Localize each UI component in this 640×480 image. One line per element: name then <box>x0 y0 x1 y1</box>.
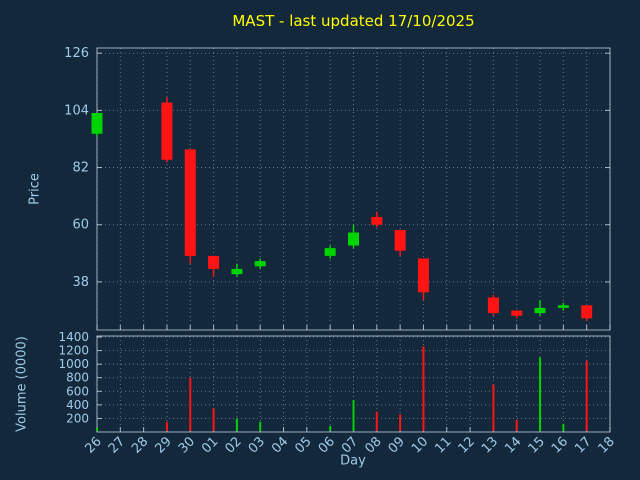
volume-tick-label: 400 <box>66 398 89 412</box>
candle-down <box>394 229 406 251</box>
x-tick-label: 09 <box>386 434 408 456</box>
price-tick-label: 60 <box>72 218 89 233</box>
candle-down <box>417 258 429 293</box>
x-tick-label: 05 <box>292 434 314 456</box>
x-tick-label: 26 <box>83 434 105 456</box>
candle-down <box>511 310 523 316</box>
price-tick-label: 38 <box>72 275 89 290</box>
price-tick-label: 104 <box>64 103 89 118</box>
x-tick-label: 12 <box>456 434 478 456</box>
x-axis-label: Day <box>340 453 366 469</box>
x-tick-label: 30 <box>176 434 198 456</box>
chart-title: MAST - last updated 17/10/2025 <box>232 12 475 30</box>
candle-up <box>91 112 103 134</box>
volume-plot-border <box>96 335 611 433</box>
x-tick-label: 27 <box>106 434 128 456</box>
x-tick-label: 10 <box>409 434 431 456</box>
candle-up <box>348 232 359 246</box>
x-tick-label: 29 <box>152 434 174 456</box>
volume-tick-label: 600 <box>66 384 89 398</box>
x-tick-label: 17 <box>572 434 594 456</box>
x-tick-label: 15 <box>526 434 548 456</box>
x-tick-label: 14 <box>502 434 524 456</box>
volume-tick-label: 1000 <box>58 357 89 371</box>
candle-up <box>557 305 569 308</box>
volume-tick-label: 1400 <box>58 330 89 344</box>
x-tick-label: 02 <box>222 434 244 456</box>
candle-down <box>184 149 196 256</box>
x-tick-label: 07 <box>339 434 361 456</box>
volume-tick-label: 200 <box>66 411 89 425</box>
x-tick-label: 04 <box>269 434 291 456</box>
x-tick-label: 11 <box>432 434 454 456</box>
candle-up <box>254 261 266 267</box>
candle-down <box>161 102 173 160</box>
candle-up <box>231 268 243 275</box>
price-tick-label: 82 <box>72 161 89 176</box>
x-tick-label: 03 <box>246 434 268 456</box>
price-tick-label: 126 <box>64 46 89 61</box>
volume-tick-label: 1200 <box>58 344 89 358</box>
x-tick-label: 16 <box>549 434 571 456</box>
candle-down <box>487 297 499 314</box>
candle-down <box>208 255 220 269</box>
x-tick-label: 28 <box>129 434 151 456</box>
x-tick-label: 18 <box>596 434 618 456</box>
candle-up <box>534 307 546 314</box>
x-tick-label: 06 <box>316 434 338 456</box>
volume-tick-label: 800 <box>66 371 89 385</box>
candle-up <box>324 248 336 256</box>
price-plot-border <box>96 47 611 331</box>
candle-down <box>371 216 383 225</box>
x-tick-label: 13 <box>479 434 501 456</box>
candle-down <box>581 305 593 319</box>
x-tick-label: 01 <box>199 434 221 456</box>
x-tick-label: 08 <box>362 434 384 456</box>
